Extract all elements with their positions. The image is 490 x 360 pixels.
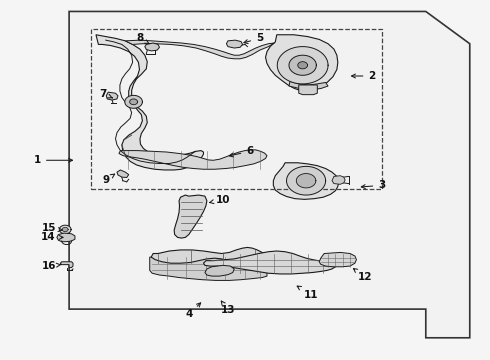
Text: 7: 7	[99, 89, 112, 99]
Text: 16: 16	[41, 261, 61, 271]
Polygon shape	[205, 265, 234, 276]
Polygon shape	[62, 227, 68, 231]
Polygon shape	[151, 247, 267, 263]
Text: 15: 15	[41, 224, 62, 233]
Polygon shape	[287, 166, 326, 195]
Polygon shape	[125, 40, 274, 59]
Polygon shape	[106, 92, 118, 100]
Polygon shape	[203, 251, 335, 274]
Polygon shape	[69, 12, 470, 338]
Text: 9: 9	[102, 174, 115, 185]
Polygon shape	[289, 55, 317, 75]
Polygon shape	[130, 99, 138, 105]
Text: 10: 10	[210, 195, 230, 205]
Polygon shape	[289, 81, 328, 90]
Text: 14: 14	[41, 232, 63, 242]
Polygon shape	[273, 163, 339, 199]
Text: 4: 4	[185, 303, 200, 319]
Polygon shape	[174, 195, 207, 238]
Text: 8: 8	[136, 33, 149, 44]
Polygon shape	[59, 225, 71, 234]
Polygon shape	[296, 174, 316, 188]
Polygon shape	[332, 176, 345, 184]
Polygon shape	[117, 170, 129, 177]
Polygon shape	[319, 252, 356, 267]
Polygon shape	[57, 233, 75, 242]
Polygon shape	[298, 62, 308, 69]
Polygon shape	[119, 150, 267, 169]
Text: 12: 12	[353, 269, 372, 282]
Polygon shape	[145, 43, 159, 51]
Polygon shape	[96, 35, 203, 170]
Polygon shape	[226, 40, 243, 48]
Text: 1: 1	[34, 155, 73, 165]
Polygon shape	[277, 46, 328, 84]
Text: 2: 2	[351, 71, 376, 81]
Text: 11: 11	[297, 286, 318, 300]
Text: 6: 6	[229, 146, 253, 157]
Polygon shape	[266, 35, 338, 91]
Polygon shape	[60, 262, 73, 268]
Polygon shape	[299, 85, 318, 95]
Polygon shape	[125, 95, 143, 108]
Text: 5: 5	[244, 33, 263, 44]
Polygon shape	[150, 257, 267, 280]
Text: 13: 13	[220, 301, 235, 315]
Text: 3: 3	[361, 180, 386, 190]
